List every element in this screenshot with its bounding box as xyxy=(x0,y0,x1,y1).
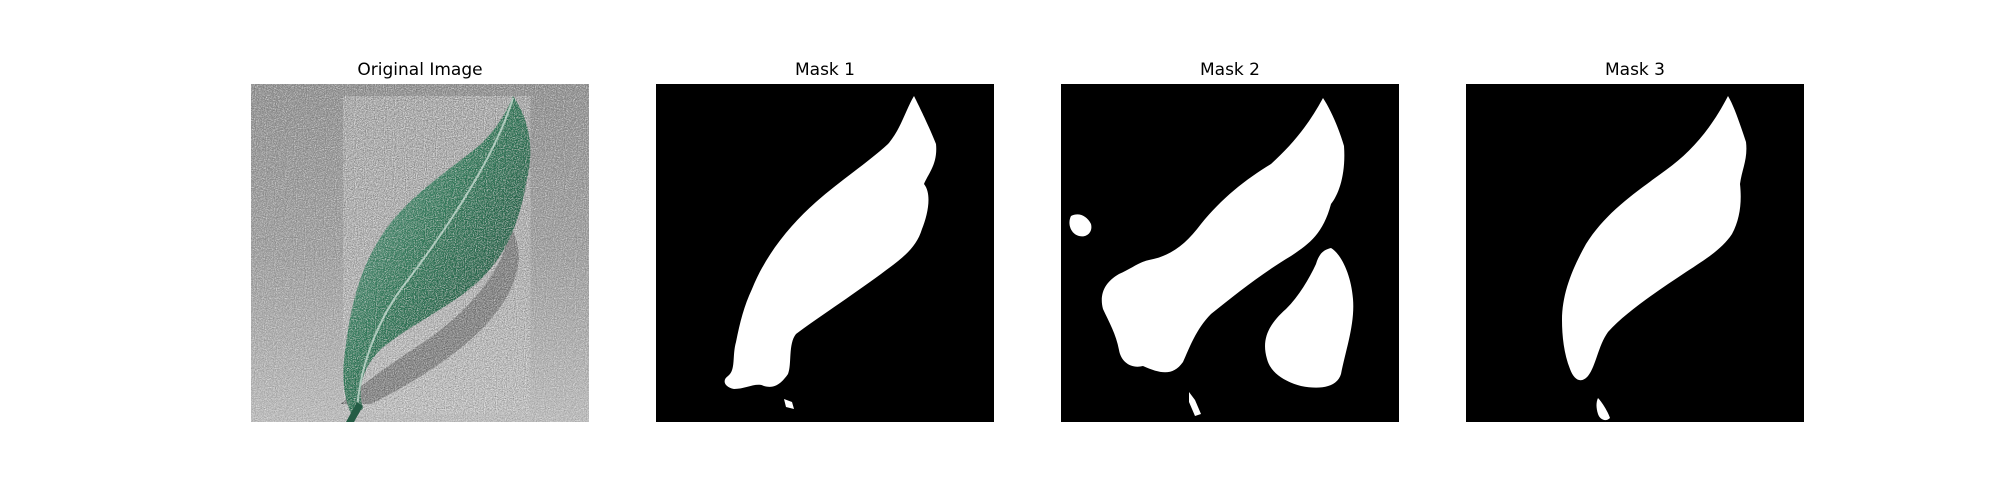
mask-leaf-region xyxy=(1101,98,1345,373)
leaf-midrib xyxy=(356,97,514,413)
mask-2-image xyxy=(1061,84,1399,422)
panel-mask-1: Mask 1 xyxy=(656,56,994,422)
leaf-stem xyxy=(346,402,363,422)
leaf-shape xyxy=(343,96,531,414)
leaf-shadow xyxy=(341,232,519,404)
panel-title: Mask 3 xyxy=(1604,60,1665,80)
panel-title: Mask 1 xyxy=(794,60,855,80)
mask-shadow-region xyxy=(1265,248,1354,388)
panel-original-image: Original Image xyxy=(251,56,589,422)
mask-leaf-region xyxy=(1562,96,1747,381)
mask-3-image xyxy=(1466,84,1804,422)
panel-mask-3: Mask 3 xyxy=(1466,56,1804,422)
original-image xyxy=(251,84,589,422)
mask-1-image xyxy=(656,84,994,422)
mask-noise-blob xyxy=(1069,214,1092,237)
panel-mask-2: Mask 2 xyxy=(1061,56,1399,422)
mask-stem-fragment xyxy=(1189,392,1201,416)
panel-title: Mask 2 xyxy=(1199,60,1260,80)
mask-stem-fragment xyxy=(1596,398,1610,421)
panel-title: Original Image xyxy=(357,60,483,80)
mask-leaf-region xyxy=(724,96,937,389)
mask-stem-fragment xyxy=(784,399,794,409)
